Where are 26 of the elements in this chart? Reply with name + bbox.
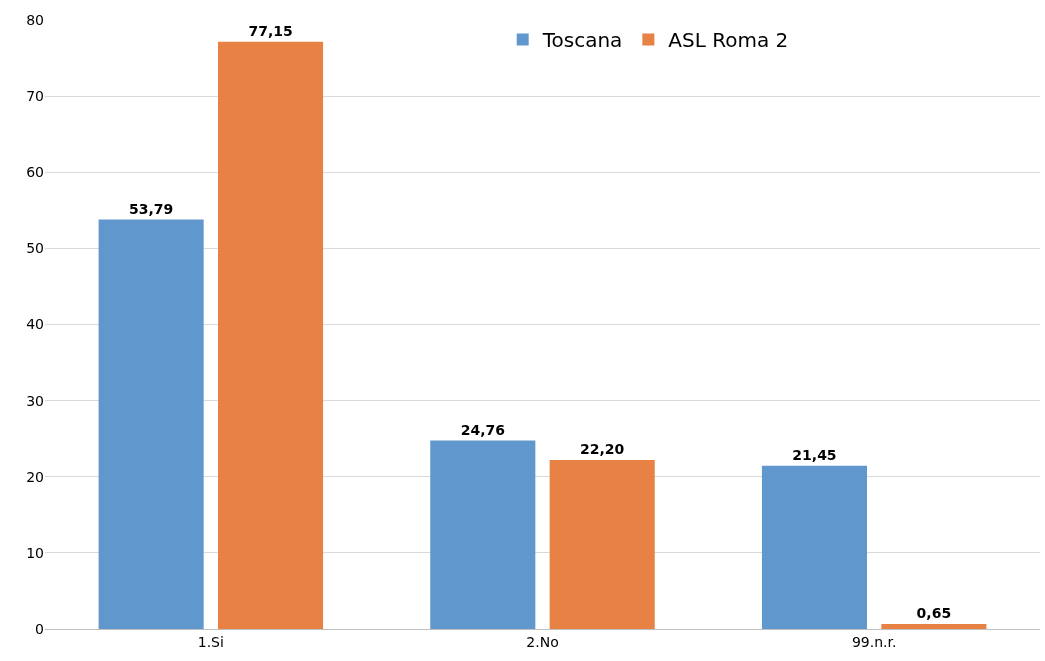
- bar: [549, 460, 655, 629]
- bar: [430, 440, 536, 629]
- legend-label: Toscana: [541, 28, 623, 53]
- y-tick-label: 10: [26, 544, 44, 561]
- y-tick-label: 0: [35, 620, 44, 637]
- bar: [881, 624, 987, 629]
- data-label: 24,76: [460, 421, 505, 438]
- bar: [218, 41, 324, 629]
- y-tick-label: 70: [26, 88, 44, 105]
- x-tick-label: 2.No: [526, 633, 559, 650]
- y-tick-label: 20: [26, 468, 44, 485]
- y-tick-label: 40: [26, 316, 44, 333]
- x-tick-label: 1.Si: [197, 633, 224, 650]
- bar: [98, 219, 204, 629]
- data-label: 77,15: [248, 22, 293, 39]
- data-label: 53,79: [128, 200, 174, 217]
- y-tick-label: 60: [26, 164, 44, 181]
- y-tick-label: 50: [26, 240, 44, 257]
- y-tick-label: 30: [26, 392, 44, 409]
- data-label: 21,45: [792, 446, 837, 463]
- y-tick-label: 80: [26, 11, 44, 28]
- bar: [761, 465, 867, 629]
- data-label: 0,65: [916, 605, 952, 622]
- x-tick-label: 99.n.r.: [851, 633, 897, 650]
- legend-label: ASL Roma 2: [668, 28, 789, 53]
- data-label: 22,20: [579, 441, 625, 457]
